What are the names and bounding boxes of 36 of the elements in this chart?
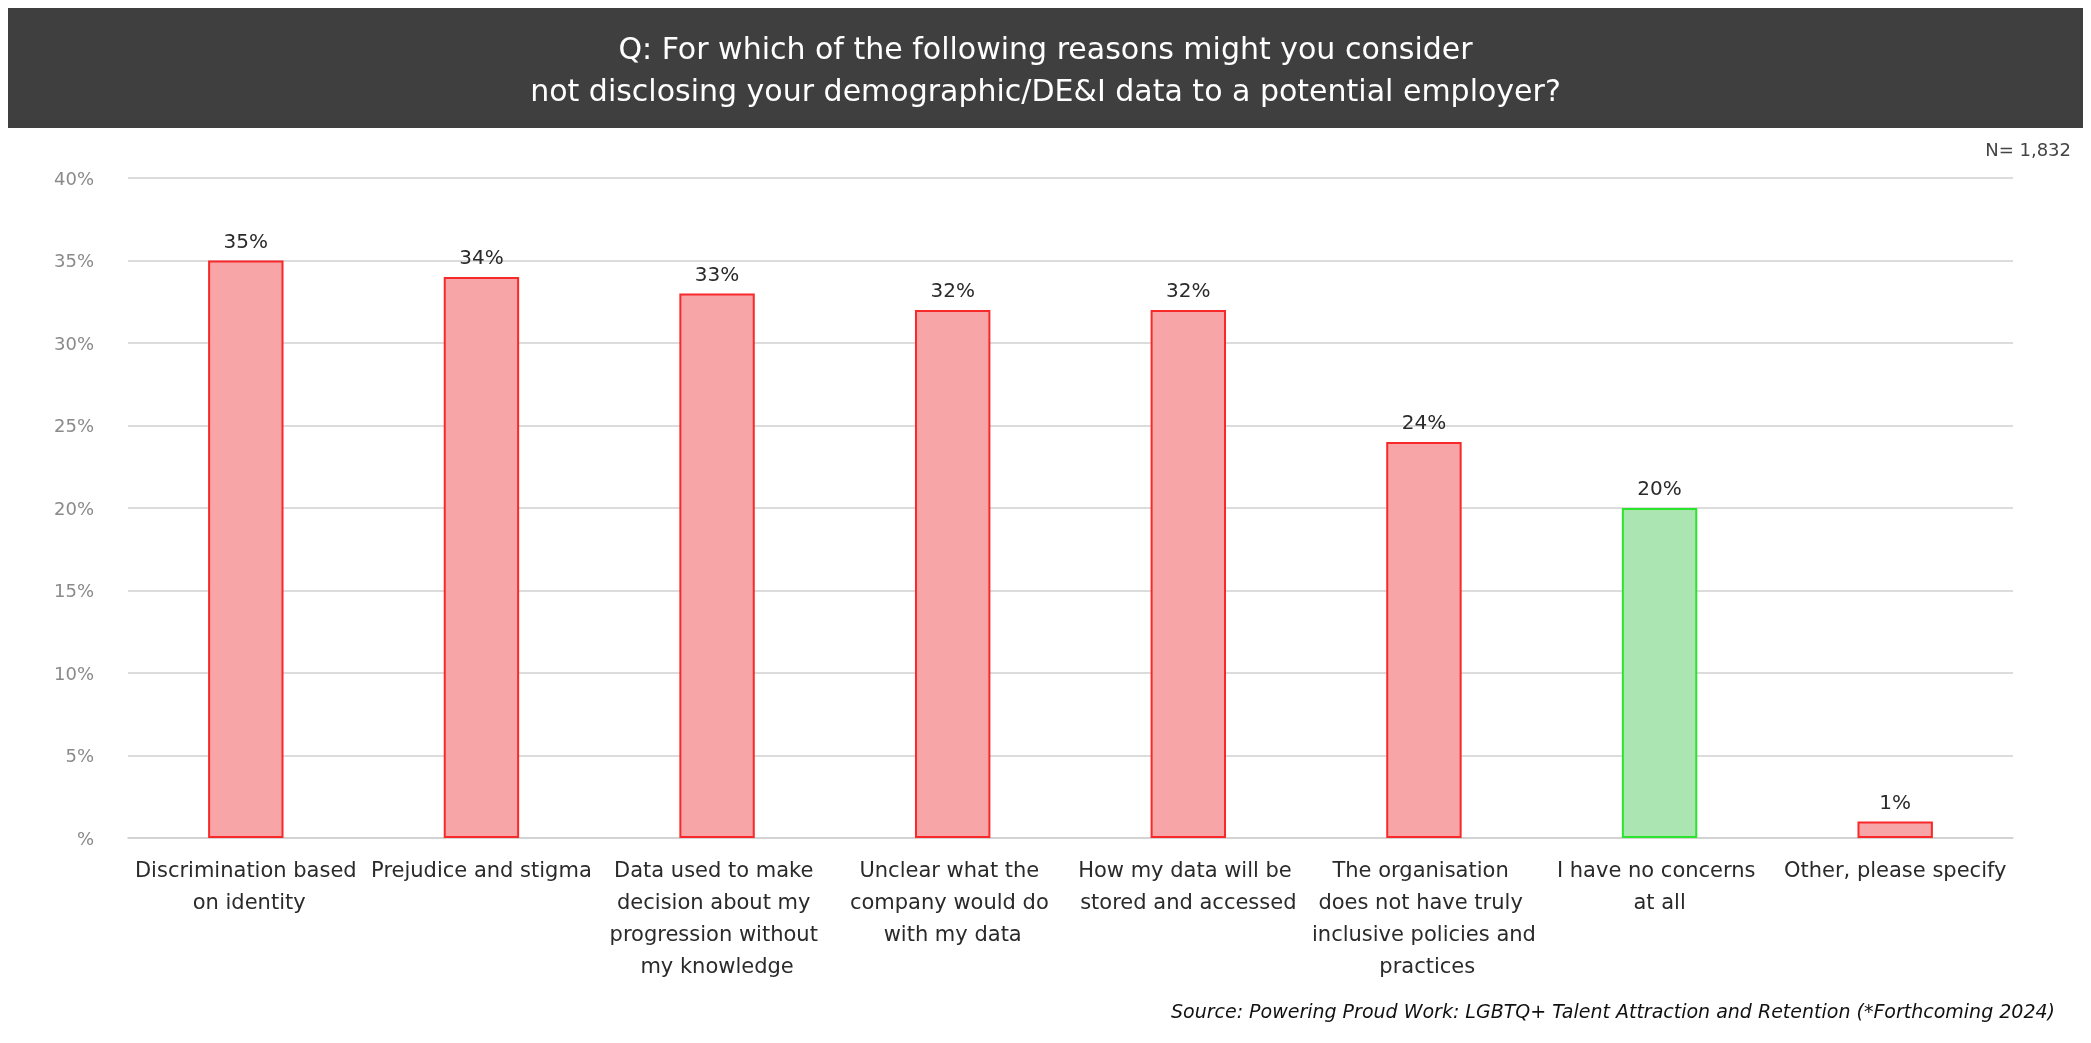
x-tick-label: Data used to make decision about my progression without my knowledge xyxy=(609,858,825,978)
y-tick-label: % xyxy=(76,827,94,849)
y-tick-label: 15% xyxy=(53,580,94,601)
bar xyxy=(1386,442,1462,838)
bar xyxy=(208,260,284,838)
bar xyxy=(1150,310,1227,838)
bar xyxy=(443,277,520,838)
data-label: 24% xyxy=(1401,410,1447,434)
data-label: 20% xyxy=(1637,476,1682,500)
text: N= 1,832 xyxy=(1985,138,2072,160)
y-tick-label: 5% xyxy=(65,745,94,766)
data-label: 34% xyxy=(459,245,504,269)
source-note: Source: Powering Proud Work: LGBTQ+ Talent Attraction and Retention (*Forthcoming 2024) xyxy=(1170,999,2056,1022)
y-tick-label: 10% xyxy=(53,662,94,684)
bar xyxy=(1857,821,1933,838)
y-tick-label: 40% xyxy=(53,167,94,189)
data-label: 1% xyxy=(1879,789,1912,814)
x-tick-label: Discrimination based on identity xyxy=(134,858,357,914)
y-tick-label: 30% xyxy=(53,332,94,354)
chart-title: Q: For which of the following reasons might you consider not disclosing your demographic/DE&I data to a potential employer? xyxy=(8,8,2083,128)
bar xyxy=(914,310,991,838)
x-tick-label: Unclear what the company would do with my data xyxy=(849,858,1056,946)
bar xyxy=(1621,508,1698,838)
x-tick-label: How my data will be stored and accessed xyxy=(1078,858,1299,914)
data-label: 35% xyxy=(223,228,269,253)
bar xyxy=(679,293,755,838)
x-tick-label: The organisation does not have truly inclusive policies and practices xyxy=(1311,858,1536,978)
x-tick-label: Other, please specify xyxy=(1783,858,2007,882)
y-tick-label: 25% xyxy=(53,415,94,436)
y-tick-label: 35% xyxy=(53,250,94,271)
data-label: 33% xyxy=(694,261,740,286)
data-label: 32% xyxy=(930,278,975,302)
x-tick-label: I have no concerns at all xyxy=(1556,858,1763,914)
y-tick-label: 20% xyxy=(53,497,94,519)
data-label: 32% xyxy=(1166,278,1211,302)
x-tick-label: Prejudice and stigma xyxy=(371,858,592,882)
